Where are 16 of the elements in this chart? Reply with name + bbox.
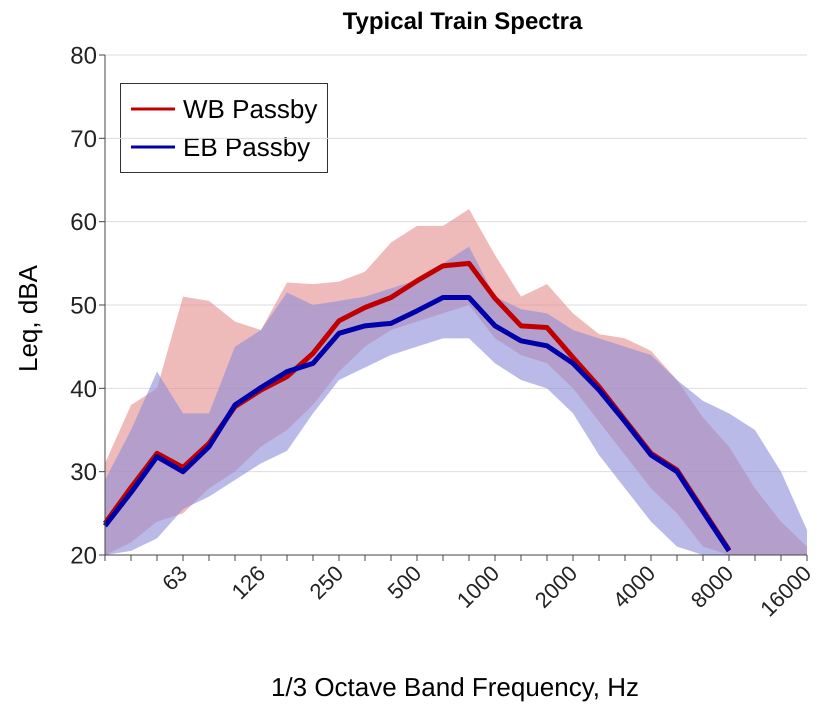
- chart-title: Typical Train Spectra: [342, 8, 584, 36]
- x-tick-label: 63: [157, 560, 192, 596]
- legend-label: EB Passby: [183, 131, 310, 164]
- x-tick-label: 250: [304, 560, 348, 604]
- y-tick-label: 30: [70, 459, 97, 486]
- y-tick-label: 80: [70, 42, 97, 70]
- y-axis-title: Leq, dBA: [12, 264, 44, 372]
- x-tick-label: 500: [382, 560, 426, 604]
- y-tick-label: 70: [70, 126, 97, 153]
- y-tick-label: 20: [70, 542, 97, 570]
- x-tick-label: 126: [226, 560, 270, 604]
- legend-label: WB Passby: [183, 93, 318, 126]
- y-tick-label: 40: [70, 376, 97, 403]
- y-tick-label: 50: [70, 292, 97, 320]
- y-tick-label: 60: [70, 209, 97, 236]
- x-axis-title: 1/3 Octave Band Frequency, Hz: [270, 672, 640, 703]
